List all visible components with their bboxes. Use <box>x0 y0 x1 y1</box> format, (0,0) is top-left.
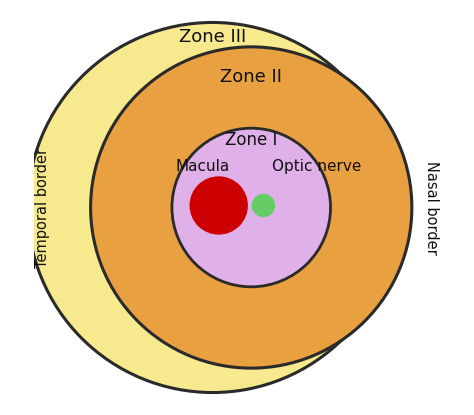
Text: Macula: Macula <box>175 159 229 174</box>
Circle shape <box>27 22 398 393</box>
Text: Zone I: Zone I <box>225 132 277 149</box>
Text: Zone III: Zone III <box>179 28 246 46</box>
Circle shape <box>172 128 330 287</box>
Circle shape <box>190 177 247 234</box>
Circle shape <box>91 47 412 368</box>
Text: Nasal border: Nasal border <box>424 161 439 254</box>
Text: Temporal border: Temporal border <box>35 147 50 268</box>
Text: Zone II: Zone II <box>220 68 282 86</box>
Text: Optic nerve: Optic nerve <box>272 159 361 174</box>
Circle shape <box>253 195 274 217</box>
